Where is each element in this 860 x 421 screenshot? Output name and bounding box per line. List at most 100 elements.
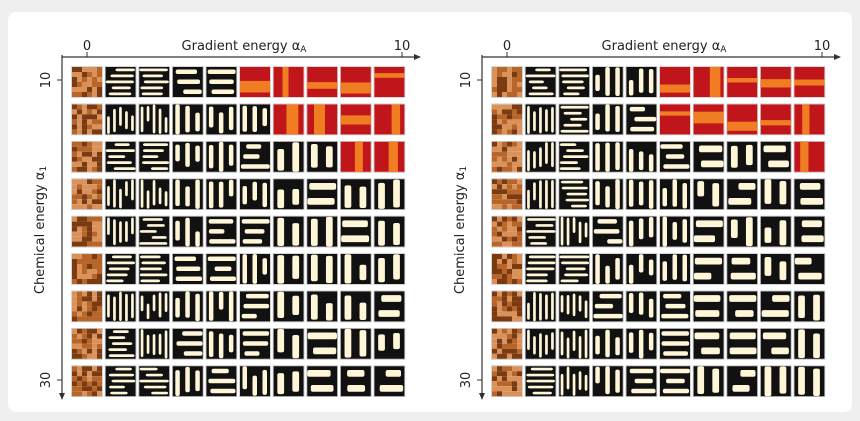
light-domain xyxy=(143,143,168,146)
noise-cell xyxy=(87,124,92,129)
noise-cell xyxy=(512,142,517,147)
light-domain xyxy=(673,222,678,240)
noise-cell xyxy=(512,329,517,334)
noise-cell xyxy=(77,381,82,386)
pattern-thumbnail xyxy=(760,179,791,210)
noise-cell xyxy=(517,124,522,129)
light-domain xyxy=(175,145,180,162)
noise-cell xyxy=(517,264,522,269)
light-domain xyxy=(663,294,681,299)
noise-cell xyxy=(512,162,517,167)
light-domain xyxy=(209,80,234,85)
light-domain xyxy=(595,113,600,129)
noise-cell xyxy=(77,119,82,124)
light-domain xyxy=(229,145,234,166)
noise-cell xyxy=(87,227,92,232)
pattern-thumbnail xyxy=(660,67,691,98)
noise-cell xyxy=(517,204,522,209)
noise-cell xyxy=(497,391,502,396)
light-domain xyxy=(153,105,156,134)
light-domain xyxy=(185,143,190,167)
noise-cell xyxy=(517,366,522,371)
light-domain xyxy=(229,292,234,322)
noise-cell xyxy=(492,254,497,259)
light-domain xyxy=(660,144,682,149)
noise-cell xyxy=(77,167,82,172)
noise-cell xyxy=(87,334,92,339)
light-domain xyxy=(629,265,634,284)
orange-domain xyxy=(727,78,757,82)
pattern-thumbnail xyxy=(340,104,371,135)
noise-cell xyxy=(92,301,97,306)
noise-cell xyxy=(92,157,97,162)
noise-cell xyxy=(502,301,507,306)
x-tick-label: 0 xyxy=(83,39,91,54)
light-domain xyxy=(539,180,542,208)
noise-cell xyxy=(87,222,92,227)
light-domain xyxy=(595,304,613,309)
noise-cell xyxy=(77,199,82,204)
light-domain xyxy=(107,161,132,164)
light-domain xyxy=(694,333,719,340)
light-domain xyxy=(165,117,168,133)
noise-cell xyxy=(97,217,102,222)
light-domain xyxy=(562,81,584,84)
noise-cell xyxy=(77,77,82,82)
light-domain xyxy=(140,368,158,371)
noise-cell xyxy=(502,72,507,77)
noise-cell xyxy=(77,124,82,129)
noise-cell xyxy=(492,194,497,199)
noise-cell xyxy=(502,371,507,376)
noise-cell xyxy=(82,376,87,381)
x-axis-label-sub: A xyxy=(720,45,727,55)
light-domain xyxy=(139,380,169,383)
noise-cell xyxy=(517,114,522,119)
light-domain xyxy=(106,280,123,283)
light-domain xyxy=(768,161,789,168)
light-domain xyxy=(253,254,258,284)
light-domain xyxy=(683,255,688,282)
light-domain xyxy=(140,87,163,90)
noise-cell xyxy=(497,254,502,259)
noise-cell xyxy=(507,194,512,199)
noise-cell xyxy=(512,349,517,354)
pattern-thumbnail xyxy=(72,366,103,397)
noise-cell xyxy=(502,279,507,284)
light-domain xyxy=(738,183,755,190)
x-tick-label: 10 xyxy=(394,39,411,54)
noise-cell xyxy=(92,311,97,316)
light-domain xyxy=(107,186,110,206)
noise-cell xyxy=(87,354,92,359)
noise-cell xyxy=(502,329,507,334)
noise-cell xyxy=(497,316,502,321)
noise-cell xyxy=(492,386,497,391)
light-domain xyxy=(615,106,620,132)
noise-cell xyxy=(497,124,502,129)
noise-cell xyxy=(97,157,102,162)
pattern-thumbnail xyxy=(559,67,590,98)
noise-cell xyxy=(492,184,497,189)
noise-cell xyxy=(517,129,522,134)
noise-cell xyxy=(87,301,92,306)
noise-cell xyxy=(497,222,502,227)
light-domain xyxy=(765,179,772,204)
noise-cell xyxy=(72,129,77,134)
noise-cell xyxy=(517,349,522,354)
light-domain xyxy=(564,274,588,277)
noise-cell xyxy=(87,72,92,77)
x-axis-label: Gradient energy αA xyxy=(602,39,728,55)
y-axis-label-sub: 1 xyxy=(459,166,469,172)
noise-cell xyxy=(497,109,502,114)
light-domain xyxy=(649,333,654,351)
pattern-thumbnail xyxy=(660,179,691,210)
noise-cell xyxy=(512,301,517,306)
noise-cell xyxy=(82,329,87,334)
light-domain xyxy=(539,147,542,167)
noise-cell xyxy=(92,232,97,237)
pattern-thumbnail xyxy=(660,216,691,247)
noise-cell xyxy=(87,87,92,92)
light-domain xyxy=(660,369,690,374)
noise-cell xyxy=(97,329,102,334)
light-domain xyxy=(309,183,336,190)
pattern-thumbnail xyxy=(105,67,136,98)
